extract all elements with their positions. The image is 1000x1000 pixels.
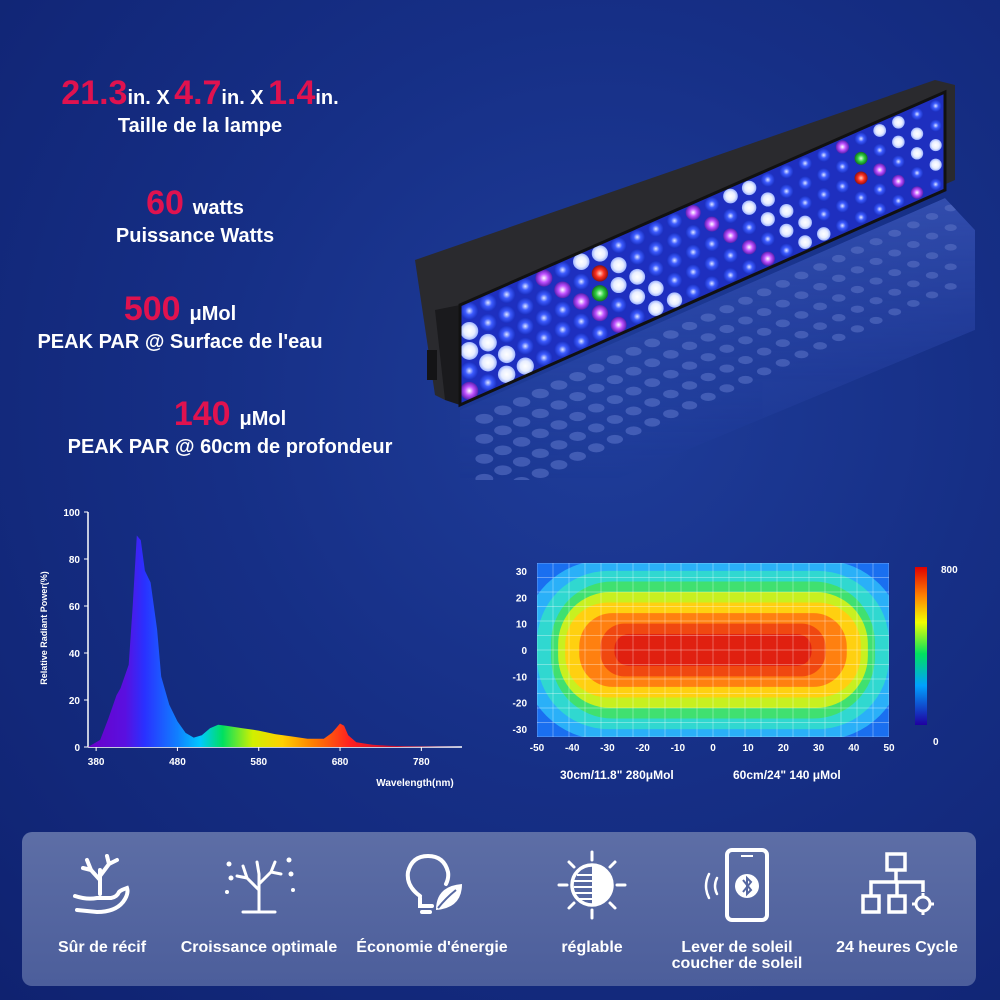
- coral-growth-icon: [225, 857, 295, 914]
- features-panel: Sûr de récif Croissance optimale Économi…: [22, 832, 976, 986]
- spectrum-chart: 0 20 40 60 80 100 380 480 580 680 780 Relative Rad…: [39, 508, 462, 789]
- par-heatmap: -50 -40 -30 -20 -10 0 10 20 30 40 50 30 20 10 0 -10 -20 -…: [513, 563, 958, 754]
- bulb-leaf-icon: [405, 853, 462, 914]
- spectrum-xtick: 780: [413, 757, 430, 768]
- par-surface-caption: PEAK PAR @ Surface de l'eau: [37, 331, 323, 353]
- colorbar: [915, 567, 927, 725]
- colorbar-max: 800: [941, 565, 958, 576]
- spectrum-ytick: 20: [69, 696, 81, 707]
- power-caption: Puissance Watts: [115, 225, 275, 247]
- spectrum-xtick: 480: [169, 757, 186, 768]
- heatmap-xtick: 10: [743, 743, 755, 754]
- network-cycle-icon: [861, 852, 934, 915]
- spectrum-xtick: 580: [250, 757, 267, 768]
- heatmap-xtick: -30: [600, 743, 615, 754]
- heatmap-xtick: -10: [671, 743, 686, 754]
- feature-label: réglable: [561, 939, 623, 956]
- feature-reef-safe: Sûr de récif: [27, 832, 177, 986]
- heatmap-ytick: 10: [516, 620, 528, 631]
- par-depth-caption: PEAK PAR @ 60cm de profondeur: [67, 436, 393, 458]
- spectrum-xtick: 380: [88, 757, 105, 768]
- dimmer-icon: [557, 850, 627, 920]
- heatmap-note-60cm: 60cm/24" 140 μMol: [733, 768, 841, 782]
- feature-24h-cycle: 24 heures Cycle: [817, 832, 977, 986]
- length-value: 21.3: [61, 74, 128, 112]
- spectrum-ytick: 40: [69, 649, 81, 660]
- power-value: 60: [146, 184, 184, 222]
- heatmap-note-30cm: 30cm/11.8" 280μMol: [560, 768, 674, 782]
- feature-label: Sûr de récif: [57, 939, 147, 956]
- heatmap-ytick: -30: [513, 725, 528, 736]
- height-value: 1.4: [268, 74, 316, 112]
- spectrum-ytick: 60: [69, 602, 81, 613]
- width-unit: in. X: [221, 87, 264, 109]
- heatmap-ytick: -10: [513, 672, 528, 683]
- par-surface-spec: 500 μMol PEAK PAR @ Surface de l'eau: [20, 290, 340, 354]
- feature-label: 24 heures Cycle: [836, 939, 958, 956]
- heatmap-xtick: 40: [848, 743, 860, 754]
- lamp-size-spec: 21.3in. X 4.7in. X 1.4in. Taille de la l…: [40, 74, 360, 138]
- led-lamp-image: [415, 80, 975, 480]
- coral-hand-icon: [73, 854, 130, 915]
- heatmap-ytick: 20: [516, 593, 528, 604]
- spectrum-ylabel: Relative Radiant Power(%): [39, 571, 49, 685]
- bluetooth-phone-icon: [704, 848, 769, 922]
- heatmap-ytick: -20: [513, 699, 528, 710]
- feature-energy: Économie d'énergie: [352, 832, 512, 986]
- feature-dimmable: réglable: [517, 832, 667, 986]
- feature-label: Croissance optimale: [180, 939, 338, 956]
- feature-label: Économie d'énergie: [356, 939, 508, 956]
- length-unit: in. X: [127, 87, 170, 109]
- heatmap-xtick: -20: [635, 743, 650, 754]
- heatmap-xtick: 0: [710, 743, 716, 754]
- heatmap-xtick: 50: [883, 743, 895, 754]
- heatmap-ytick: 0: [521, 646, 527, 657]
- size-caption: Taille de la lampe: [117, 115, 283, 137]
- par-depth-spec: 140 μMol PEAK PAR @ 60cm de profondeur: [40, 395, 420, 459]
- spectrum-ytick: 80: [69, 555, 81, 566]
- heatmap-xtick: -40: [565, 743, 580, 754]
- height-unit: in.: [315, 87, 339, 109]
- par-depth-unit: μMol: [239, 408, 287, 430]
- heatmap-xtick: 30: [813, 743, 825, 754]
- feature-sunrise-sunset: Lever de soleil coucher de soleil: [652, 832, 822, 986]
- par-depth-value: 140: [173, 395, 231, 433]
- par-surface-unit: μMol: [189, 303, 237, 325]
- heatmap-ytick: 30: [516, 567, 528, 578]
- width-value: 4.7: [174, 74, 222, 112]
- spectrum-ytick: 0: [74, 743, 80, 754]
- power-unit: watts: [192, 197, 244, 219]
- spectrum-ytick: 100: [63, 508, 80, 519]
- spectrum-xtick: 680: [332, 757, 349, 768]
- power-spec: 60 watts Puissance Watts: [80, 184, 310, 248]
- heatmap-xtick: 20: [778, 743, 790, 754]
- heatmap-xtick: -50: [530, 743, 545, 754]
- feature-growth: Croissance optimale: [179, 832, 339, 986]
- spectrum-xlabel: Wavelength(nm): [376, 778, 453, 789]
- colorbar-min: 0: [933, 737, 939, 748]
- spectrum-series: [88, 535, 462, 747]
- feature-label: Lever de soleil: [681, 939, 793, 956]
- par-surface-value: 500: [123, 290, 181, 328]
- feature-label-2: coucher de soleil: [671, 955, 803, 972]
